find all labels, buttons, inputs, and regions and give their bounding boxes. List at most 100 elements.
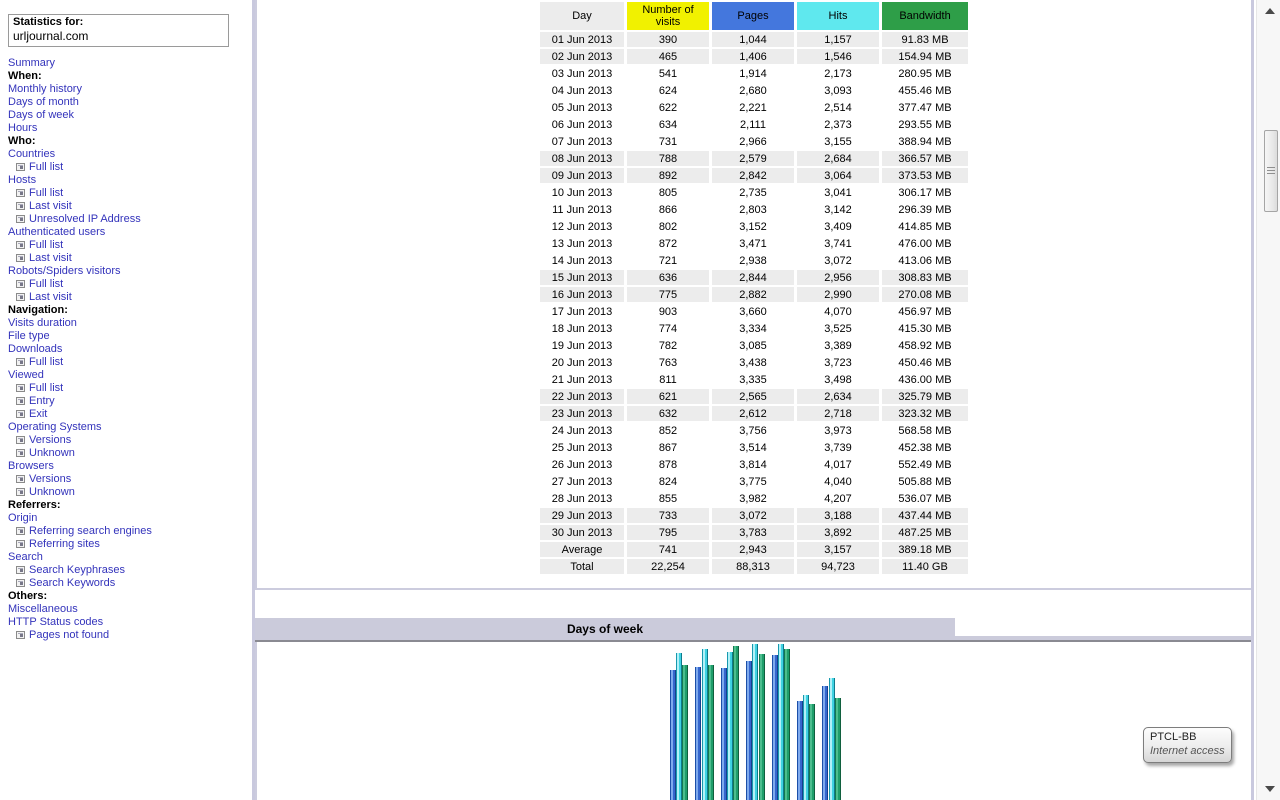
days-of-week-title-strip (955, 636, 1253, 640)
bar-bandwidth-mb-sat (809, 704, 816, 800)
sidebar-link-http-status-codes[interactable]: HTTP Status codes (8, 616, 104, 628)
sidebar-link-days-of-week[interactable]: Days of week (8, 109, 75, 121)
cell: 2,842 (712, 168, 794, 183)
sidebar-link-authenticated-users[interactable]: Authenticated users (8, 226, 106, 238)
table-row-02-jun-2013: 02 Jun 2013 465 1,406 1,546 154.94 MB (540, 49, 968, 64)
sidebar-sublink-search-keyphrases[interactable]: Search Keyphrases (8, 564, 248, 577)
cell: 2,966 (739, 135, 767, 148)
sidebar-link-days-of-month[interactable]: Days of month (8, 96, 79, 108)
sidebar-link-search[interactable]: Search (8, 551, 43, 563)
cell: 2,111 (740, 118, 766, 131)
sidebar-sublink-last-visit[interactable]: Last visit (8, 200, 248, 213)
list-item-icon (16, 293, 25, 301)
sidebar-sublink-last-visit[interactable]: Last visit (8, 252, 248, 265)
bar-hits-fri (777, 643, 784, 800)
sidebar-sublink-full-list[interactable]: Full list (8, 161, 248, 174)
cell: 2,579 (712, 151, 794, 166)
sidebar-link-robots-spiders-visitors[interactable]: Robots/Spiders visitors (8, 265, 121, 277)
cell: 01 Jun 2013 (540, 32, 624, 47)
cell: 388.94 MB (898, 135, 952, 148)
sidebar-sublink-exit[interactable]: Exit (8, 408, 248, 421)
sidebar-sublink-referring-search-engines[interactable]: Referring search engines (8, 525, 248, 538)
sidebar-sublink-entry[interactable]: Entry (8, 395, 248, 408)
sidebar-link-origin[interactable]: Origin (8, 512, 38, 524)
sidebar-link-summary[interactable]: Summary (8, 57, 56, 69)
cell: 3,064 (797, 168, 879, 183)
bar-bandwidth-mb-fri (784, 648, 790, 800)
sidebar-link-visits-duration[interactable]: Visits duration (8, 317, 77, 329)
cell: 805 (658, 186, 678, 199)
cell: 3,142 (824, 203, 852, 216)
sidebar-sublink-versions[interactable]: Versions (8, 434, 248, 447)
sidebar-sublink-unknown[interactable]: Unknown (8, 447, 248, 460)
cell: 3,783 (712, 525, 794, 540)
cell: 3,741 (824, 237, 852, 250)
sidebar-sublink-full-list[interactable]: Full list (8, 278, 248, 291)
cell: 476.00 MB (898, 237, 952, 250)
cell: 270.08 MB (882, 287, 968, 302)
sidebar-sublink-versions[interactable]: Versions (8, 473, 248, 486)
sidebar-link-hosts[interactable]: Hosts (8, 174, 37, 186)
cell: 94,723 (797, 559, 879, 574)
cell: 4,207 (824, 492, 852, 505)
sidebar-sublink-search-keywords[interactable]: Search Keywords (8, 577, 248, 590)
sidebar-link-hours[interactable]: Hours (8, 122, 38, 134)
list-item-icon (16, 202, 25, 210)
sidebar-link-miscellaneous[interactable]: Miscellaneous (8, 603, 78, 615)
bar-bandwidth-mb-mon (682, 665, 689, 800)
cell: 02 Jun 2013 (540, 49, 624, 64)
cell: 2,990 (797, 287, 879, 302)
sidebar-sublink-referring-sites[interactable]: Referring sites (8, 538, 248, 551)
table-row-09-jun-2013: 09 Jun 2013 892 2,842 3,064 373.53 MB (540, 168, 968, 183)
scrollbar-thumb[interactable] (1264, 130, 1278, 212)
cell: 775 (627, 287, 709, 302)
cell: 27 Jun 2013 (551, 475, 613, 488)
sidebar-link-viewed[interactable]: Viewed (8, 369, 44, 381)
cell: 3,814 (739, 458, 767, 471)
cell: 1,044 (712, 32, 794, 47)
cell: 452.38 MB (898, 441, 952, 454)
cell: 465 (627, 49, 709, 64)
sidebar-sublink-full-list[interactable]: Full list (8, 239, 248, 252)
cell: 1,157 (797, 32, 879, 47)
bar-hits-mon (676, 652, 683, 800)
sidebar-link-countries[interactable]: Countries (8, 148, 56, 160)
scrollbar-down-icon[interactable] (1265, 786, 1275, 792)
sidebar-link-downloads[interactable]: Downloads (8, 343, 63, 355)
cell: 552.49 MB (898, 458, 952, 471)
sidebar-menu: Summary When: Monthly history Days of month… (8, 57, 248, 642)
table-row-26-jun-2013: 26 Jun 2013 878 3,814 4,017 552.49 MB (540, 457, 968, 472)
sidebar-sublink-unknown[interactable]: Unknown (8, 486, 248, 499)
cell: 634 (658, 118, 678, 131)
cell: 414.85 MB (898, 220, 952, 233)
list-item-icon (16, 215, 25, 223)
cell: 04 Jun 2013 (551, 84, 613, 97)
sidebar-sublink-full-list[interactable]: Full list (8, 187, 248, 200)
bar-hits-sun (828, 677, 835, 800)
column-header-hits: Hits (797, 2, 879, 30)
sidebar-link-browsers[interactable]: Browsers (8, 460, 54, 472)
cell: 413.06 MB (898, 254, 952, 267)
bar-pages-thu (746, 660, 753, 800)
cell: 377.47 MB (898, 101, 952, 114)
list-item-icon (16, 475, 25, 483)
sidebar-sublink-full-list[interactable]: Full list (8, 356, 248, 369)
sidebar-sublink-pages-not-found[interactable]: Pages not found (8, 629, 248, 642)
cell: 4,070 (824, 305, 852, 318)
cell: 3,155 (824, 135, 852, 148)
sidebar-link-monthly-history[interactable]: Monthly history (8, 83, 82, 95)
sidebar-link-operating-systems[interactable]: Operating Systems (8, 421, 102, 433)
list-item-icon (16, 358, 25, 366)
vertical-scrollbar[interactable] (1256, 0, 1280, 800)
cell: 852 (658, 424, 678, 437)
scrollbar-up-icon[interactable] (1265, 8, 1275, 14)
sidebar-link-file-type[interactable]: File type (8, 330, 50, 342)
list-item-icon (16, 631, 25, 639)
bar-bandwidth-mb-wed (733, 646, 740, 800)
table-row-12-jun-2013: 12 Jun 2013 802 3,152 3,409 414.85 MB (540, 219, 968, 234)
sidebar-sublink-last-visit[interactable]: Last visit (8, 291, 248, 304)
days-of-week-chart (255, 642, 1253, 800)
sidebar-sublink-full-list[interactable]: Full list (8, 382, 248, 395)
sidebar-sublink-unresolved-ip-address[interactable]: Unresolved IP Address (8, 213, 248, 226)
cell: 3,660 (739, 305, 767, 318)
